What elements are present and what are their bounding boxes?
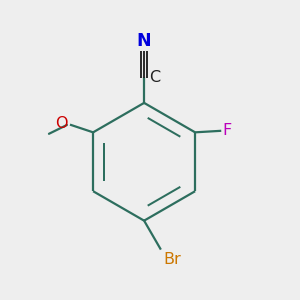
Text: O: O [55, 116, 68, 131]
Text: Br: Br [164, 252, 182, 267]
Text: F: F [223, 123, 232, 138]
Text: C: C [149, 70, 161, 86]
Text: N: N [137, 32, 152, 50]
